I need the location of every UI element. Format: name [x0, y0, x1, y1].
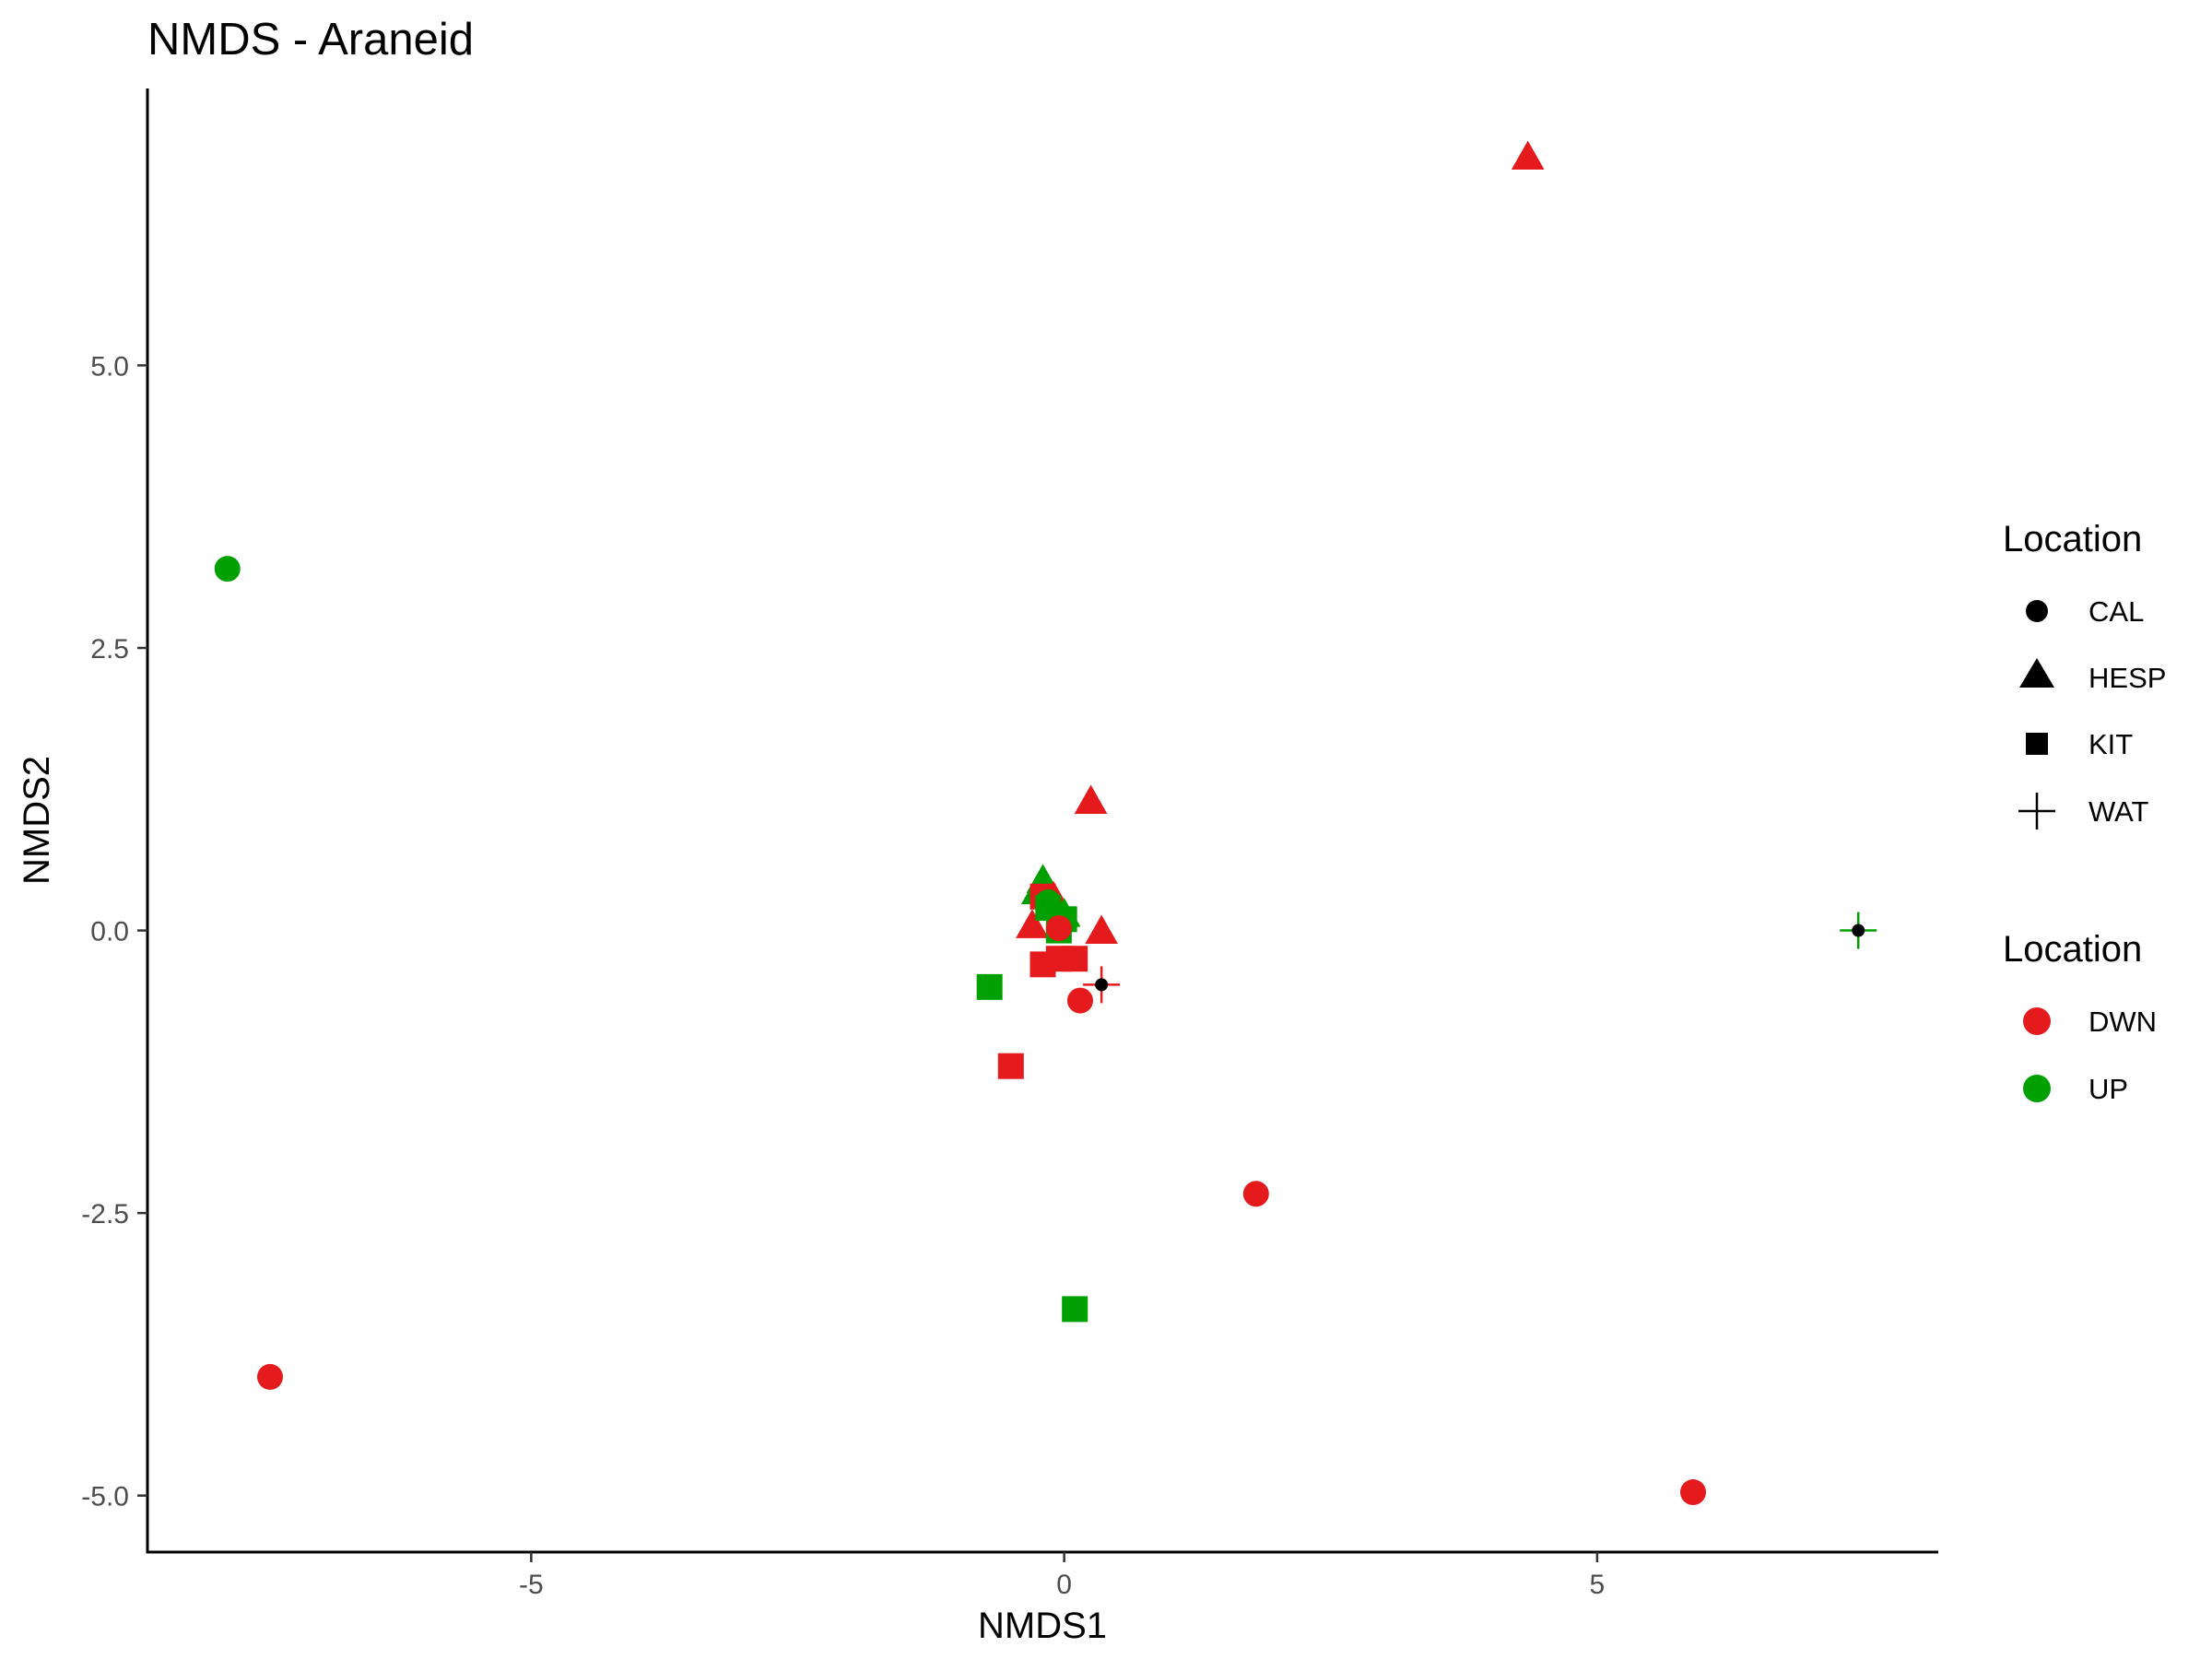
legend-color-title: Location	[2003, 929, 2142, 970]
y-tick-label: 5.0	[90, 351, 129, 382]
point-kit-up	[976, 973, 1003, 1000]
point-cal-up	[1035, 888, 1062, 915]
point-wat-up	[1840, 912, 1877, 949]
x-tick-label: 0	[1056, 1570, 1072, 1600]
y-tick-label: -5.0	[81, 1482, 129, 1512]
legend-label-dwn: DWN	[2088, 1006, 2157, 1038]
point-kit-up	[1062, 1296, 1088, 1323]
legend-item-wat: WAT	[2018, 793, 2148, 830]
plot-area: -5 0 5 -5.0 -2.5 0.0 2.5 5.0	[81, 88, 1938, 1600]
legend-shape-title: Location	[2003, 519, 2142, 559]
x-ticks: -5 0 5	[519, 1552, 1605, 1600]
point-kit-dwn	[997, 1053, 1024, 1079]
legend-item-kit: KIT	[2026, 728, 2133, 760]
legend-label-cal: CAL	[2088, 595, 2144, 628]
legend-item-hesp: HESP	[2019, 658, 2166, 694]
triangle-icon	[2019, 658, 2054, 688]
y-axis-title: NMDS2	[17, 756, 57, 885]
red-dot-icon	[2023, 1007, 2051, 1035]
y-tick-label: 2.5	[90, 634, 129, 665]
legend-item-dwn: DWN	[2023, 1006, 2157, 1038]
point-cal-dwn	[1679, 1479, 1706, 1506]
legend-shape: Location CAL HESP KIT WAT	[2003, 519, 2166, 830]
legend-item-up: UP	[2023, 1073, 2128, 1105]
y-tick-label: -2.5	[81, 1199, 129, 1230]
plus-icon	[2018, 793, 2055, 830]
x-axis-title: NMDS1	[978, 1606, 1107, 1646]
point-cal-up	[214, 556, 241, 582]
circle-icon	[2026, 600, 2048, 622]
point-hesp-dwn	[1074, 784, 1108, 814]
y-ticks: -5.0 -2.5 0.0 2.5 5.0	[81, 351, 147, 1512]
legend-label-hesp: HESP	[2088, 662, 2166, 694]
legend-item-cal: CAL	[2026, 595, 2144, 628]
chart-title: NMDS - Araneid	[147, 15, 474, 65]
point-kit-dwn	[1030, 951, 1056, 978]
points-layer	[214, 140, 1877, 1506]
point-hesp-dwn	[1085, 914, 1118, 945]
point-hesp-dwn	[1511, 140, 1545, 171]
point-cal-dwn	[1242, 1181, 1269, 1207]
point-hesp-dwn	[1016, 909, 1049, 938]
point-wat-dwn	[1083, 966, 1121, 1004]
x-tick-label: 5	[1590, 1570, 1606, 1600]
legend-color: Location DWN UP	[2003, 929, 2157, 1105]
legend-label-kit: KIT	[2088, 728, 2133, 760]
point-cal-dwn	[1045, 915, 1072, 942]
x-tick-label: -5	[519, 1570, 544, 1600]
square-icon	[2026, 733, 2048, 755]
legend-label-up: UP	[2088, 1073, 2128, 1105]
legend-label-wat: WAT	[2088, 795, 2148, 828]
y-tick-label: 0.0	[90, 917, 129, 947]
green-dot-icon	[2023, 1075, 2051, 1102]
point-cal-dwn	[1066, 987, 1093, 1014]
point-cal-dwn	[257, 1363, 284, 1390]
